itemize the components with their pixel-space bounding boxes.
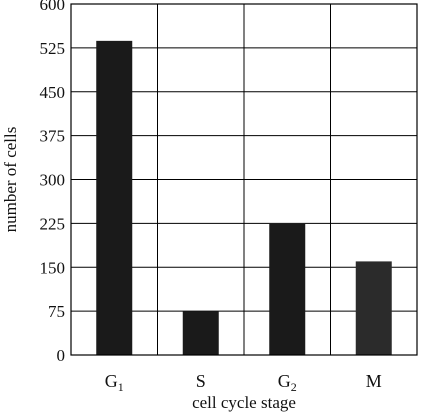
x-tick-label-0: G1 bbox=[105, 371, 124, 394]
y-axis-label: number of cells bbox=[1, 127, 20, 233]
y-tick-label-0: 0 bbox=[57, 346, 66, 365]
y-tick-label-8: 600 bbox=[40, 0, 66, 14]
y-tick-label-7: 525 bbox=[40, 39, 66, 58]
plot-frame bbox=[70, 3, 418, 356]
x-tick-label-1: S bbox=[196, 371, 206, 391]
x-axis-label: cell cycle stage bbox=[192, 393, 296, 412]
y-tick-label-2: 150 bbox=[40, 258, 66, 277]
bar-1 bbox=[182, 311, 219, 355]
y-tick-label-3: 225 bbox=[40, 214, 66, 233]
x-tick-labels: G1 S G2 M bbox=[105, 371, 382, 394]
y-tick-label-5: 375 bbox=[40, 127, 66, 146]
bar-3 bbox=[355, 261, 392, 355]
y-tick-label-4: 300 bbox=[40, 171, 66, 190]
bar-2 bbox=[269, 223, 306, 355]
x-tick-label-2: G2 bbox=[278, 371, 297, 394]
y-tick-label-6: 450 bbox=[40, 83, 66, 102]
bar-0 bbox=[96, 40, 133, 355]
y-tick-labels: 0 75 150 225 300 375 450 525 600 bbox=[40, 0, 66, 365]
bars bbox=[96, 40, 392, 355]
x-tick-label-3: M bbox=[366, 371, 382, 391]
y-tick-label-1: 75 bbox=[48, 302, 65, 321]
